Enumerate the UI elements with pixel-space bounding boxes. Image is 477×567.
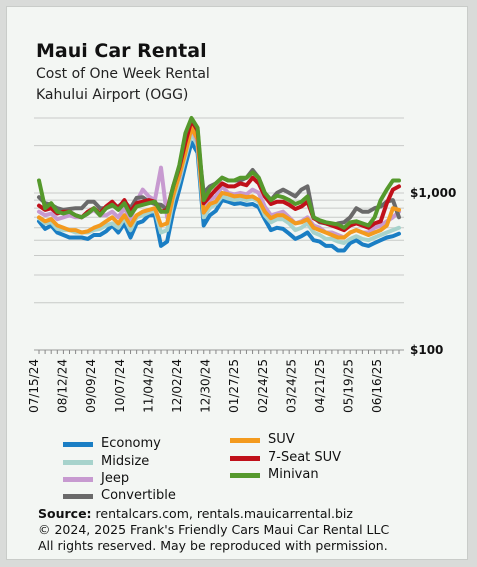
x-tick-label: 08/12/24 bbox=[56, 359, 70, 413]
legend-swatch-convertible bbox=[63, 494, 93, 499]
rights-line: All rights reserved. May be reproduced w… bbox=[38, 538, 388, 553]
x-tick-label: 12/02/24 bbox=[170, 359, 184, 413]
x-tick-label: 03/24/25 bbox=[284, 359, 298, 413]
chart-footer: Source: rentalcars.com, rentals.mauicarr… bbox=[38, 506, 389, 554]
series-line-minivan bbox=[37, 116, 401, 230]
legend-label-midsize: Midsize bbox=[101, 454, 150, 469]
legend-swatch-7-seat-suv bbox=[230, 456, 260, 461]
legend-label-suv: SUV bbox=[268, 432, 295, 447]
x-tick-label: 06/16/25 bbox=[370, 359, 384, 413]
x-tick-label: 05/19/25 bbox=[342, 359, 356, 413]
x-tick-label: 01/27/25 bbox=[227, 359, 241, 413]
legend-label-minivan: Minivan bbox=[268, 467, 319, 482]
legend-swatch-economy bbox=[63, 442, 93, 447]
x-tick-label: 12/30/24 bbox=[199, 359, 213, 413]
copyright-line: © 2024, 2025 Frank's Friendly Cars Maui … bbox=[38, 522, 390, 537]
chart-card bbox=[6, 6, 468, 560]
x-tick-label: 11/04/24 bbox=[141, 359, 155, 413]
y-tick-label: $1,000 bbox=[410, 186, 456, 200]
legend-swatch-suv bbox=[230, 438, 260, 443]
legend-swatch-minivan bbox=[230, 473, 260, 478]
y-tick-label: $100 bbox=[410, 343, 443, 357]
price-line-chart: $1,000 $100 07/15/24 08/12/24 09/09/24 10/07/… bbox=[27, 116, 456, 413]
legend-label-economy: Economy bbox=[101, 436, 161, 451]
x-tick-label: 09/09/24 bbox=[84, 359, 98, 413]
chart-subtitle-line-2: Kahului Airport (OGG) bbox=[36, 87, 189, 103]
chart-subtitle-line-1: Cost of One Week Rental bbox=[36, 66, 210, 82]
series-line-7-seat-suv bbox=[37, 118, 401, 233]
x-tick-label: 07/15/24 bbox=[27, 359, 41, 413]
legend-label-jeep: Jeep bbox=[101, 471, 130, 486]
chart-title: Maui Car Rental bbox=[36, 40, 207, 62]
legend-swatch-jeep bbox=[63, 477, 93, 482]
x-tick-label: 02/24/25 bbox=[256, 359, 270, 413]
series-line-suv bbox=[37, 125, 401, 240]
x-tick-label: 10/07/24 bbox=[113, 359, 127, 413]
source-line: Source: rentalcars.com, rentals.mauicarr… bbox=[38, 506, 389, 522]
x-tick-label: 04/21/25 bbox=[313, 359, 327, 413]
legend-label-convertible: Convertible bbox=[101, 488, 176, 503]
series-line-economy bbox=[37, 140, 401, 253]
legend-label-7-seat-suv: 7-Seat SUV bbox=[268, 450, 342, 465]
legend-swatch-midsize bbox=[63, 460, 93, 465]
source-label: Source: bbox=[38, 506, 92, 521]
source-text: rentalcars.com, rentals.mauicarrental.bi… bbox=[91, 506, 353, 521]
